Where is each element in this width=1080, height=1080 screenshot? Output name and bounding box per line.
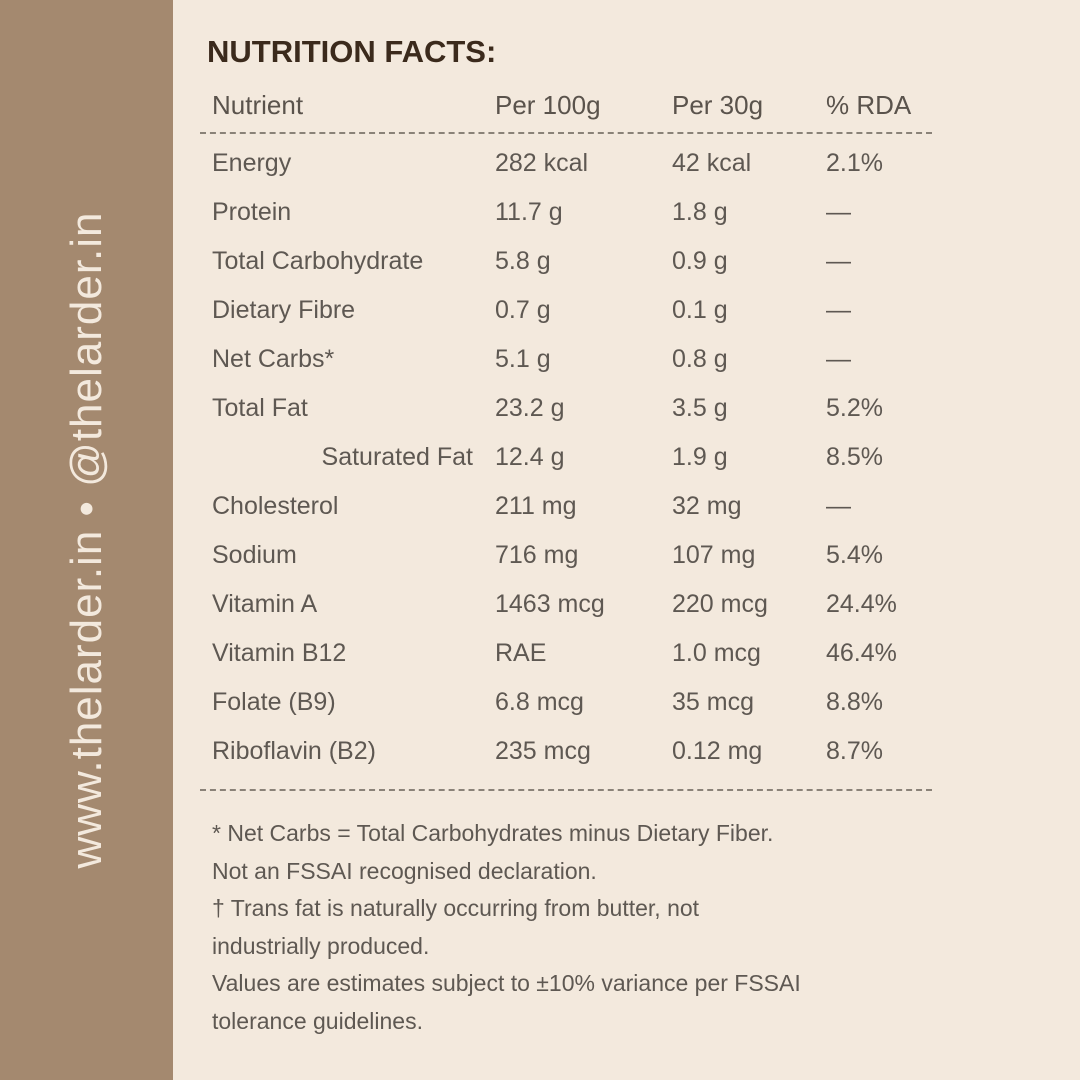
header-cell: % RDA — [826, 90, 912, 120]
nutrient-name: Vitamin B12 — [212, 639, 347, 667]
nutrient-value: 211 mg — [495, 492, 577, 520]
nutrient-value: 235 mcg — [495, 737, 591, 765]
footnote-line: industrially produced. — [212, 932, 430, 959]
nutrient-value: 12.4 g — [495, 443, 565, 471]
nutrient-value: 24.4% — [826, 590, 897, 618]
title: NUTRITION FACTS: — [207, 34, 497, 69]
nutrient-value: 0.1 g — [672, 296, 728, 324]
divider — [200, 132, 932, 134]
nutrient-value: 1.9 g — [672, 443, 728, 471]
nutrient-name: Folate (B9) — [212, 688, 336, 716]
nutrient-name: Riboflavin (B2) — [212, 737, 376, 765]
nutrient-value: 1463 mcg — [495, 590, 605, 618]
nutrient-value: 220 mcg — [672, 590, 768, 618]
nutrient-value: 5.1 g — [495, 345, 551, 373]
nutrient-name: Saturated Fat — [321, 443, 473, 471]
sidebar: www.thelarder.in • @thelarder.in — [0, 0, 173, 1080]
nutrient-value: — — [826, 247, 851, 275]
nutrient-value: 35 mcg — [672, 688, 754, 716]
sidebar-text: www.thelarder.in • @thelarder.in — [62, 211, 111, 869]
nutrient-value: 0.8 g — [672, 345, 728, 373]
nutrient-value: 2.1% — [826, 149, 883, 177]
nutrient-value: 0.12 mg — [672, 737, 763, 765]
nutrient-value: 282 kcal — [495, 149, 589, 177]
nutrient-value: 23.2 g — [495, 394, 565, 422]
footnote-line: * Net Carbs = Total Carbohydrates minus … — [212, 820, 774, 846]
nutrient-name: Cholesterol — [212, 492, 339, 520]
nutrient-value: 1.8 g — [672, 198, 728, 226]
nutrient-value: 32 mg — [672, 492, 742, 520]
nutrient-name: Total Fat — [212, 394, 308, 422]
nutrient-name: Net Carbs* — [212, 345, 335, 373]
nutrient-value: 46.4% — [826, 639, 897, 667]
nutrient-value: 8.8% — [826, 688, 883, 716]
footnote-line: tolerance guidelines. — [212, 1008, 423, 1034]
nutrient-value: 0.7 g — [495, 296, 551, 324]
nutrient-value: — — [826, 345, 851, 373]
header-cell: Per 30g — [672, 90, 764, 120]
nutrient-value: — — [826, 198, 851, 226]
nutrient-name: Energy — [212, 149, 292, 177]
nutrient-value: 6.8 mcg — [495, 688, 584, 716]
footnote-line: † Trans fat is naturally occurring from … — [212, 895, 700, 922]
nutrient-value: 11.7 g — [495, 198, 563, 226]
nutrient-value: 5.8 g — [495, 247, 551, 275]
divider — [200, 789, 932, 791]
header-cell: Nutrient — [212, 90, 304, 120]
nutrient-name: Total Carbohydrate — [212, 247, 424, 275]
nutrient-value: 107 mg — [672, 541, 756, 569]
nutrient-name: Protein — [212, 198, 292, 226]
nutrient-value: 716 mg — [495, 541, 579, 569]
nutrient-value: 3.5 g — [672, 394, 728, 422]
nutrient-name: Dietary Fibre — [212, 296, 356, 324]
nutrient-value: 42 kcal — [672, 149, 752, 177]
nutrient-value: RAE — [495, 639, 547, 667]
nutrient-value: 5.4% — [826, 541, 883, 569]
nutrient-value: 0.9 g — [672, 247, 728, 275]
nutrient-value: 1.0 mcg — [672, 639, 761, 667]
nutrient-name: Sodium — [212, 541, 297, 569]
nutrient-value: 8.7% — [826, 737, 883, 765]
footnote-line: Values are estimates subject to ±10% var… — [212, 970, 801, 997]
nutrient-value: — — [826, 492, 851, 520]
nutrient-value: 8.5% — [826, 443, 883, 471]
nutrient-name: Vitamin A — [212, 590, 318, 618]
header-cell: Per 100g — [495, 90, 601, 120]
nutrient-value: — — [826, 296, 851, 324]
footnote-line: Not an FSSAI recognised declaration. — [212, 857, 597, 884]
nutrient-value: 5.2% — [826, 394, 883, 422]
